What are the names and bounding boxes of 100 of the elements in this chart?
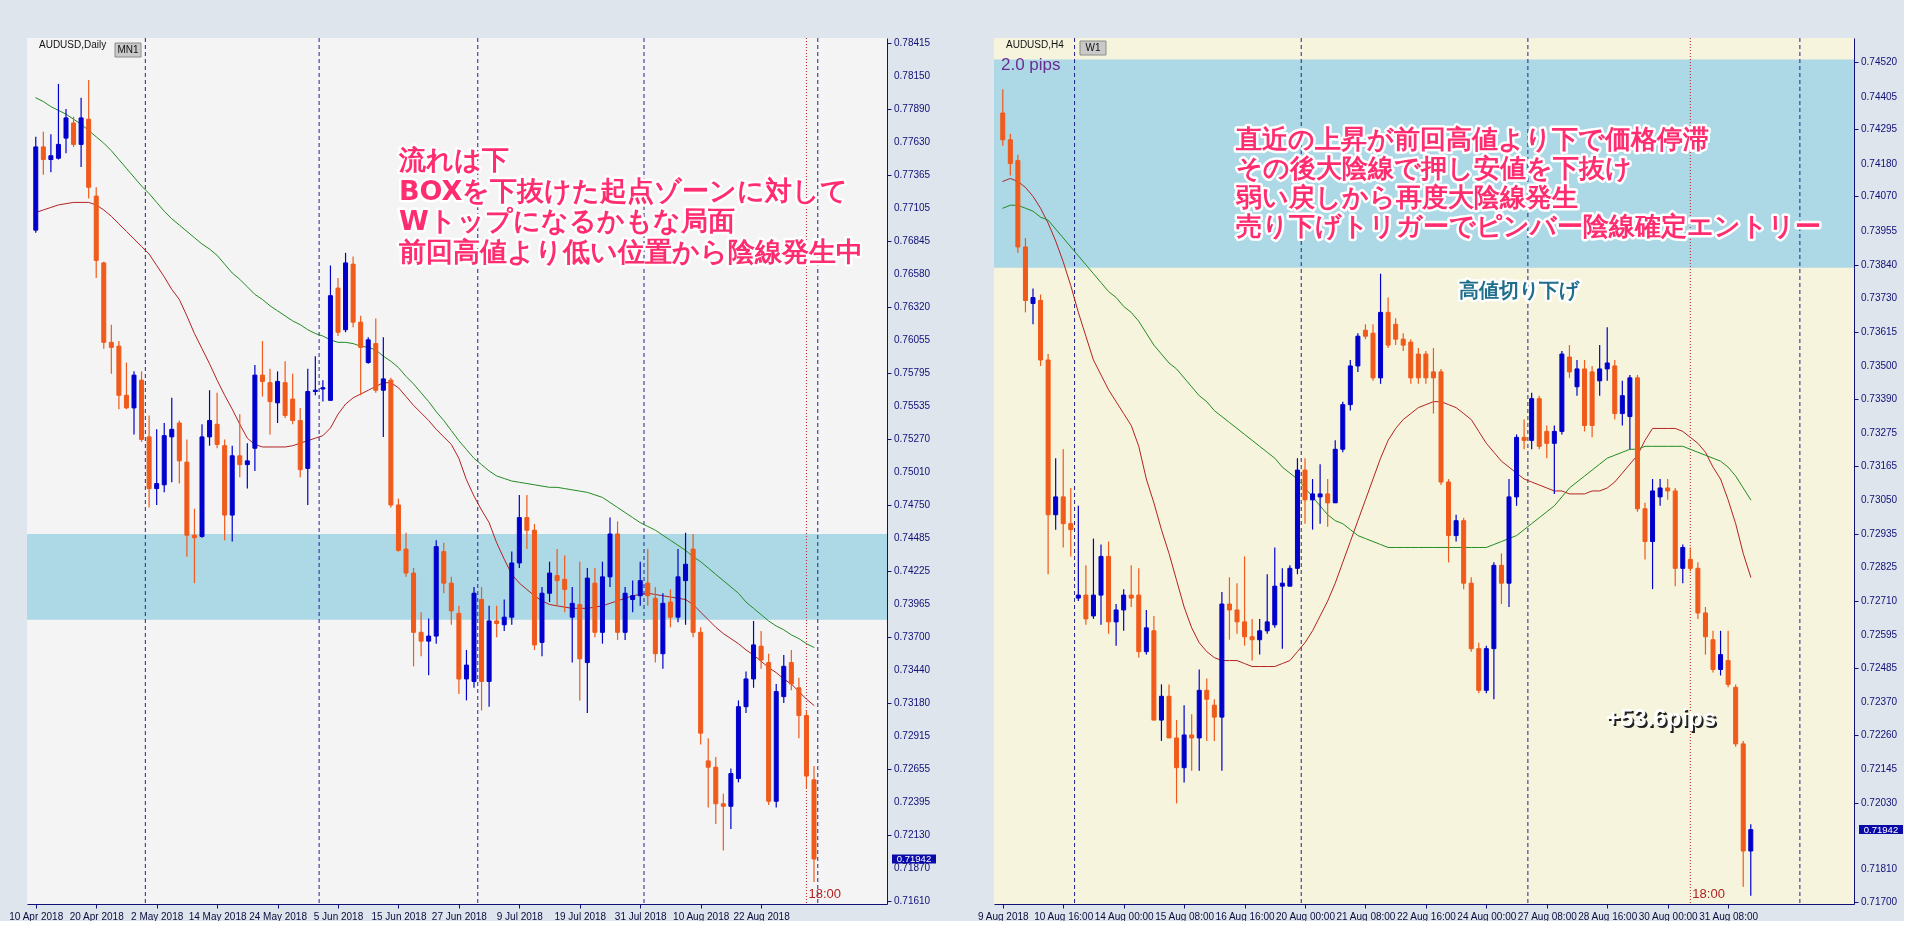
x-tick-label: 20 Apr 2018	[69, 910, 125, 922]
candlestick	[1544, 424, 1550, 459]
y-tick-label: 0.72130	[894, 829, 931, 841]
y-tick-label: 0.73440	[894, 664, 931, 676]
y-tick-label: 0.77630	[894, 135, 931, 147]
x-tick-label: 20 Aug 00:00	[1276, 910, 1336, 922]
candlestick	[1279, 567, 1285, 650]
candlestick	[320, 379, 326, 403]
annotation: MN1	[117, 44, 139, 55]
x-tick-label: 5 Jun 2018	[313, 910, 364, 922]
y-tick-label: 0.72595	[1861, 629, 1898, 641]
candlestick	[645, 548, 651, 607]
candlestick	[1619, 380, 1625, 427]
candlestick	[380, 336, 386, 438]
candlestick	[554, 548, 560, 607]
x-tick-label: 22 Aug 16:00	[1396, 910, 1457, 922]
candlestick	[705, 737, 711, 809]
y-tick-label: 0.76845	[894, 234, 931, 246]
y-tick-label: 0.75010	[894, 466, 931, 478]
x-tick-label: 10 Apr 2018	[9, 910, 64, 922]
candlestick	[1325, 478, 1331, 528]
y-tick-label: 0.71810	[1861, 862, 1898, 874]
candlestick	[1718, 630, 1724, 677]
candlestick	[1143, 609, 1149, 656]
y-tick-label: 0.74225	[894, 565, 931, 577]
y-tick-label: 0.73965	[894, 597, 931, 609]
annotation: W1	[1085, 42, 1101, 53]
y-tick-label: 0.74295	[1861, 123, 1898, 135]
x-tick-label: 27 Jun 2018	[431, 910, 488, 922]
x-tick-label: 9 Jul 2018	[496, 910, 544, 922]
y-tick-label: 0.77365	[894, 169, 931, 181]
candlestick	[1068, 487, 1074, 558]
y-tick-label: 0.72825	[1861, 560, 1898, 572]
y-tick-label: 0.78415	[894, 36, 931, 48]
candlestick	[259, 340, 265, 398]
y-tick-label: 0.72485	[1861, 662, 1898, 674]
candlestick	[494, 605, 500, 638]
annotation: 流れは下	[398, 144, 509, 175]
y-tick-label: 0.71700	[1861, 895, 1898, 907]
chart-title: AUDUSD,H4	[1006, 39, 1065, 50]
candlestick	[758, 630, 764, 670]
candlestick	[683, 532, 689, 626]
y-tick-label: 0.73700	[894, 631, 931, 643]
y-tick-label: 0.73955	[1861, 224, 1898, 236]
y-tick-label: 0.74405	[1861, 90, 1898, 102]
candlestick	[1687, 546, 1693, 572]
candlestick	[1053, 457, 1059, 531]
y-tick-label: 0.75535	[894, 400, 931, 412]
candlestick	[569, 586, 575, 664]
candlestick	[1090, 537, 1096, 620]
candlestick	[1310, 478, 1316, 531]
candlestick	[1498, 552, 1504, 605]
annotation: 18:00	[1692, 886, 1725, 901]
text: 0.71942	[1863, 823, 1899, 835]
candlestick	[463, 649, 469, 701]
annotation: 売り下げトリガーでピンバー陰線確定エントリー	[1236, 211, 1821, 241]
candlestick	[290, 373, 296, 425]
annotation: +53.6pips	[1607, 706, 1719, 733]
candlestick	[1453, 514, 1459, 543]
candlestick	[1551, 424, 1557, 495]
y-tick-label: 0.74070	[1861, 190, 1898, 202]
text: 0.71942	[896, 852, 932, 864]
y-tick-label: 0.74180	[1861, 157, 1898, 169]
candlestick	[1189, 713, 1195, 772]
x-tick-label: 2 May 2018	[131, 910, 184, 922]
y-tick-label: 0.72395	[894, 795, 931, 807]
y-tick-label: 0.72030	[1861, 797, 1898, 809]
x-tick-label: 28 Aug 16:00	[1578, 910, 1638, 922]
y-tick-label: 0.73275	[1861, 426, 1898, 438]
candlestick	[1597, 344, 1603, 397]
x-tick-label: 31 Aug 08:00	[1699, 910, 1759, 922]
y-tick-label: 0.72935	[1861, 528, 1898, 540]
y-tick-label: 0.75795	[894, 367, 931, 379]
x-tick-label: 15 Jun 2018	[371, 910, 427, 922]
candlestick	[214, 392, 220, 449]
annotation: 2.0 pips	[1001, 55, 1061, 74]
candlestick	[1317, 463, 1323, 525]
x-tick-label: 21 Aug 08:00	[1336, 910, 1396, 922]
y-tick-label: 0.76055	[894, 334, 931, 346]
candlestick	[1287, 564, 1293, 587]
y-tick-label: 0.77105	[894, 202, 931, 214]
y-tick-label: 0.73840	[1861, 258, 1898, 270]
candlestick	[1702, 606, 1708, 656]
candlestick	[267, 368, 273, 435]
x-tick-label: 14 May 2018	[188, 910, 247, 922]
candlestick	[1521, 418, 1527, 450]
y-tick-label: 0.76580	[894, 268, 931, 280]
candlestick	[1264, 573, 1270, 635]
candlestick	[154, 428, 160, 506]
annotation: 直近の上昇が前回高値より下で価格停滞	[1235, 124, 1709, 154]
candlestick	[1680, 543, 1686, 584]
candlestick	[1566, 344, 1572, 379]
candlestick	[1665, 478, 1671, 501]
candlestick	[169, 397, 175, 483]
annotation: その後大陰線で押し安値を下抜け	[1236, 153, 1632, 183]
y-tick-label: 0.74750	[894, 498, 931, 510]
x-tick-label: 14 Aug 00:00	[1094, 910, 1155, 922]
candlestick	[1257, 618, 1263, 656]
candlestick	[1083, 564, 1089, 626]
candlestick	[501, 598, 507, 632]
